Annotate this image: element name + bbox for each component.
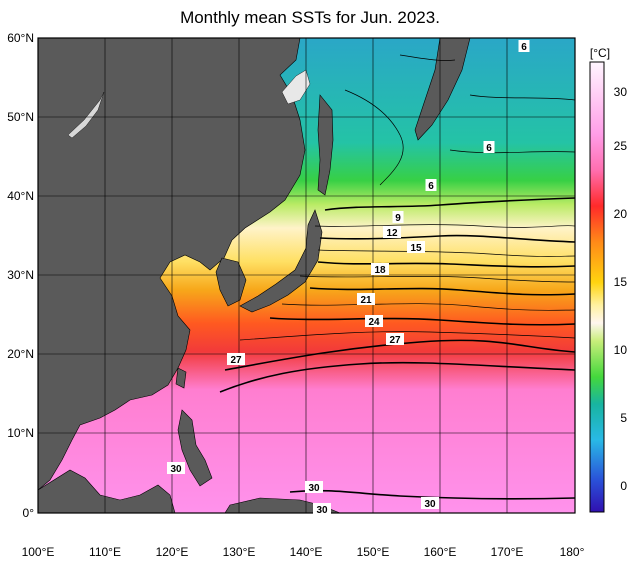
colorbar-gradient [589, 61, 605, 513]
contour-label: 21 [360, 295, 372, 306]
lon-tick: 140°E [290, 545, 323, 559]
lon-tick: 180° [560, 545, 585, 559]
borneo-indochina [38, 469, 176, 513]
colorbar-unit: [°C] [590, 46, 610, 60]
contour-label-bg [383, 226, 401, 238]
lake-baikal [67, 91, 105, 139]
contour-label-bg [407, 241, 425, 253]
contour-label: 6 [521, 42, 527, 53]
contour-label: 30 [316, 505, 328, 516]
contour-label-bg [365, 315, 383, 327]
contour-labels: 6 6 6 9 12 15 18 21 24 27 27 30 30 30 30 [167, 40, 530, 516]
contour-label: 6 [428, 181, 434, 192]
contour-label: 6 [486, 143, 492, 154]
contour-label-bg [313, 503, 331, 515]
japan-honshu [239, 209, 323, 313]
colorbar: [°C] 30 25 20 15 10 5 0 [589, 46, 628, 513]
longitude-axis: 100°E 110°E 120°E 130°E 140°E 150°E 160°… [22, 545, 585, 559]
map-frame [37, 37, 576, 514]
contour-label-bg [305, 481, 323, 493]
taiwan [175, 367, 187, 389]
lon-tick: 120°E [156, 545, 189, 559]
graticule [38, 38, 575, 513]
lon-tick: 100°E [22, 545, 55, 559]
contour-label-bg [227, 353, 245, 365]
contour-label-bg [167, 462, 185, 474]
colorbar-tick: 10 [614, 343, 628, 357]
contour-label: 15 [410, 243, 422, 254]
contour-label-bg [386, 333, 404, 345]
contour-label: 24 [368, 317, 380, 328]
contour-label: 30 [170, 464, 182, 475]
lon-tick: 130°E [223, 545, 256, 559]
contour-label: 27 [389, 335, 401, 346]
lon-tick: 110°E [89, 545, 121, 559]
lat-tick: 50°N [7, 110, 34, 124]
lat-tick: 0° [23, 506, 35, 520]
colorbar-tick: 15 [614, 275, 628, 289]
colorbar-tick: 0 [620, 479, 627, 493]
contour-label-bg [421, 497, 439, 509]
contour-label: 9 [395, 213, 401, 224]
colorbar-tick: 25 [614, 139, 628, 153]
isotherm-contours [219, 54, 575, 500]
colorbar-tick: 30 [614, 85, 628, 99]
contour-label-bg [483, 141, 495, 153]
map-title: Monthly mean SSTs for Jun. 2023. [180, 8, 440, 27]
lat-tick: 20°N [7, 347, 34, 361]
contour-label: 30 [424, 499, 436, 510]
contour-label-bg [518, 40, 530, 52]
philippines [177, 409, 213, 487]
lon-tick: 170°E [491, 545, 524, 559]
contour-label: 18 [374, 265, 386, 276]
sea-ice-okhotsk [281, 69, 311, 105]
lon-tick: 150°E [357, 545, 390, 559]
contour-label: 30 [308, 483, 320, 494]
lat-tick: 40°N [7, 189, 34, 203]
contour-label-bg [425, 179, 437, 191]
lat-tick: 30°N [7, 268, 34, 282]
kamchatka [414, 38, 471, 141]
colorbar-tick: 20 [614, 207, 628, 221]
latitude-axis: 60°N 50°N 40°N 30°N 20°N 10°N 0° [7, 31, 34, 520]
colorbar-tick: 5 [620, 411, 627, 425]
contour-label-bg [392, 211, 404, 223]
lat-tick: 60°N [7, 31, 34, 45]
sakhalin [317, 94, 334, 196]
lat-tick: 10°N [7, 426, 34, 440]
lon-tick: 160°E [424, 545, 457, 559]
contour-label-bg [357, 293, 375, 305]
contour-label: 27 [230, 355, 242, 366]
contour-label: 12 [386, 228, 398, 239]
contour-label-bg [371, 263, 389, 275]
